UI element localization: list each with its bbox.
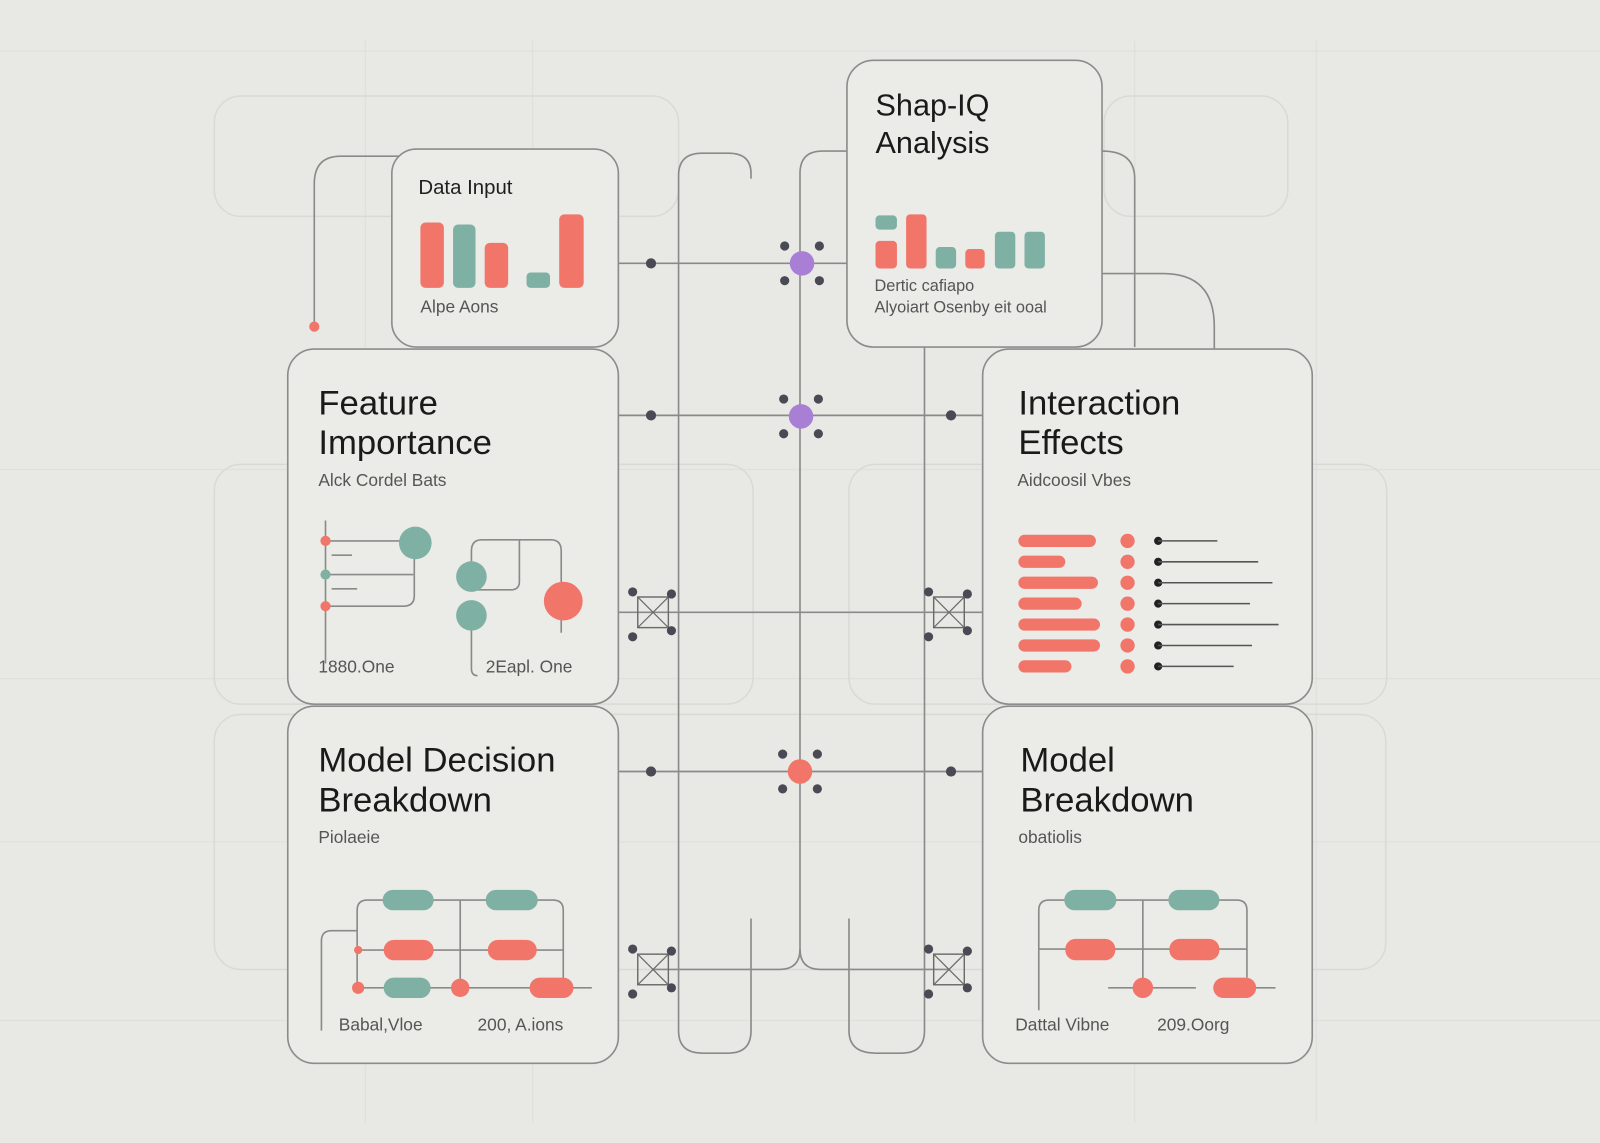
junction-dot <box>962 983 972 993</box>
label-left: Dattal Vibne <box>1015 1015 1109 1035</box>
junction-dot <box>628 944 638 954</box>
junction-dot <box>628 587 638 597</box>
label-right: 2Eapl. One <box>486 657 573 677</box>
label-right: 209.Oorg <box>1157 1015 1229 1035</box>
card-caption: Alpe Aons <box>420 296 498 316</box>
junction-frame <box>932 596 965 629</box>
effect-dot <box>1120 638 1135 653</box>
effect-bar <box>1018 534 1096 548</box>
effect-bar <box>1018 597 1082 610</box>
label-left: Babal,Vloe <box>339 1015 423 1035</box>
card-caption-line2: Alyoiart Osenby eit ooal <box>874 298 1046 316</box>
bar-chart-icon <box>420 214 584 288</box>
card-title: Data Input <box>418 177 512 199</box>
hub-top <box>645 241 824 286</box>
effect-dot <box>1120 659 1135 674</box>
junction-dot <box>666 983 677 993</box>
effect-bar <box>1018 555 1066 568</box>
card-title-line2: Breakdown <box>1020 781 1194 819</box>
junction-cross <box>933 596 965 629</box>
junction-dot <box>923 632 934 642</box>
junction-dot <box>962 946 972 956</box>
junction-dot <box>628 632 638 642</box>
card-title-line1: Shap-IQ <box>876 88 990 122</box>
label-left: 1880.One <box>318 657 394 677</box>
card-title-line1: Interaction <box>1018 384 1180 422</box>
junction-dot <box>666 589 677 599</box>
effect-dot <box>1120 533 1135 549</box>
card-shap-iq-analysis[interactable]: Shap-IQ Analysis Dertic cafiapo Alyoiart… <box>846 59 1103 348</box>
effect-dot <box>1120 575 1135 590</box>
effects-list-graphic <box>1018 533 1279 674</box>
junction-frame <box>932 953 965 986</box>
junction-cross <box>637 953 669 986</box>
hub-bottom <box>645 749 957 794</box>
junction-dot <box>666 626 677 636</box>
flow-graphic <box>320 889 592 1031</box>
junction-dot <box>666 946 677 956</box>
effect-bar <box>1018 618 1100 631</box>
card-title-line1: Model <box>1020 742 1114 780</box>
junction-frame <box>637 953 670 986</box>
card-subtitle: Piolaeie <box>318 827 380 847</box>
card-title-line2: Importance <box>318 424 492 462</box>
flow-graphic <box>1037 889 1276 1011</box>
card-model-decision-breakdown[interactable]: Model Decision Breakdown Piolaeie Babal,… <box>286 705 620 1065</box>
card-caption-line1: Dertic cafiapo <box>874 277 974 295</box>
effect-bar <box>1018 639 1100 652</box>
junction-dot <box>923 587 934 597</box>
bar-chart-icon <box>875 214 1045 269</box>
card-model-breakdown[interactable]: Model Breakdown obatiolis Dattal Vibne 2… <box>981 705 1314 1065</box>
junction-dot <box>923 944 934 954</box>
effect-bar <box>1018 660 1072 673</box>
card-title-line1: Model Decision <box>318 742 555 780</box>
junction-box <box>923 587 972 642</box>
junction-nodes <box>628 587 972 999</box>
effect-dot <box>1120 596 1135 611</box>
effect-bar <box>1018 576 1098 589</box>
junction-box <box>923 944 972 999</box>
effect-dot <box>1120 617 1135 632</box>
card-title-line2: Analysis <box>876 126 990 160</box>
card-feature-importance[interactable]: Feature Importance Alck Cordel Bats 1880… <box>286 348 620 705</box>
label-right: 200, A.ions <box>478 1015 564 1035</box>
card-subtitle: Alck Cordel Bats <box>318 470 446 490</box>
card-title-line2: Breakdown <box>318 781 492 819</box>
junction-dot <box>962 589 972 599</box>
card-subtitle: Aidcoosil Vbes <box>1017 470 1131 490</box>
card-subtitle: obatiolis <box>1018 827 1082 847</box>
junction-dot <box>628 989 638 999</box>
junction-box <box>628 587 677 642</box>
junction-dot <box>923 989 934 999</box>
card-interaction-effects[interactable]: Interaction Effects Aidcoosil Vbes <box>981 348 1314 705</box>
effect-dot <box>1120 554 1135 569</box>
hub-middle <box>645 394 957 439</box>
card-data-input[interactable]: Data Input Alpe Aons <box>391 148 620 348</box>
junction-cross <box>933 953 965 986</box>
junction-dot <box>962 626 972 636</box>
tree-graphic <box>320 520 583 677</box>
junction-frame <box>637 596 670 629</box>
card-title-line1: Feature <box>318 384 438 422</box>
junction-box <box>628 944 677 999</box>
card-title-line2: Effects <box>1018 424 1123 462</box>
junction-cross <box>637 596 669 629</box>
